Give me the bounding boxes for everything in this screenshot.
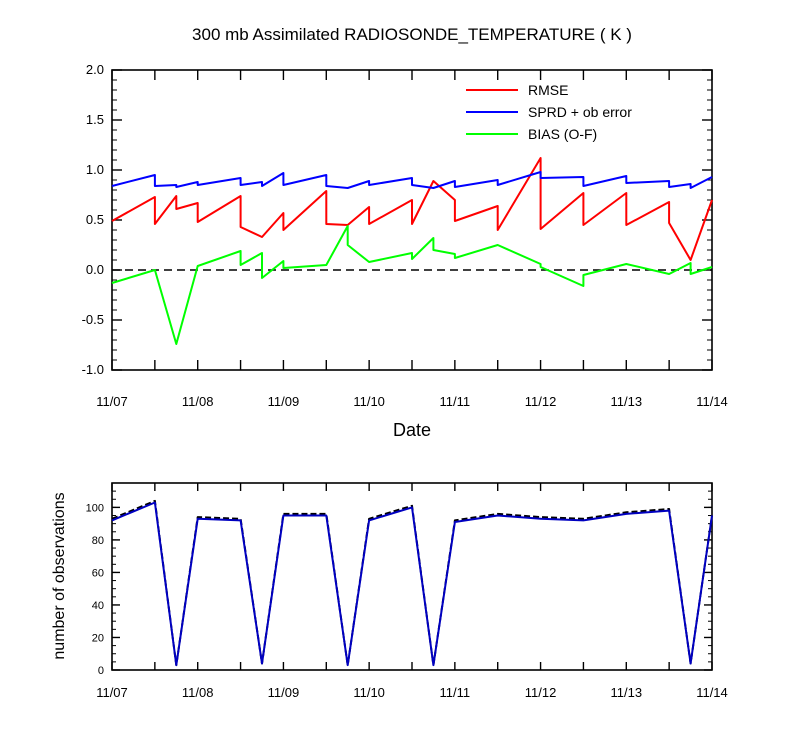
x-tick-label: 11/13 [610, 394, 642, 409]
legend-label: BIAS (O-F) [528, 126, 597, 142]
series-line-1 [111, 501, 713, 667]
x-tick-label: 11/11 [440, 394, 471, 409]
x-tick-label: 11/12 [525, 394, 557, 409]
x-tick-label: 11/07 [96, 685, 128, 700]
x-tick-label: 11/13 [610, 685, 642, 700]
y-axis-label-observations: number of observations [51, 492, 68, 659]
y-tick-label: -0.5 [82, 312, 104, 327]
x-tick-label: 11/12 [525, 685, 557, 700]
x-tick-label: 11/07 [96, 394, 128, 409]
legend-label: RMSE [528, 82, 568, 98]
x-axis-label: Date [393, 420, 431, 440]
series-line-0 [111, 157, 713, 261]
x-tick-label: 11/08 [182, 685, 214, 700]
y-tick-label: 0.5 [86, 212, 104, 227]
y-tick-label: -1.0 [82, 362, 104, 377]
x-tick-label: 11/14 [696, 685, 728, 700]
y-tick-label: 2.0 [86, 62, 104, 77]
legend-label: SPRD + ob error [528, 104, 632, 120]
x-tick-label: 11/08 [182, 394, 214, 409]
y-tick-label: 80 [92, 535, 104, 547]
bottom-panel: 11/07 11/08 11/09 11/10 11/11 11/12 11/13 11/14… [86, 482, 728, 700]
chart-title: 300 mb Assimilated RADIOSONDE_TEMPERATUR… [192, 25, 632, 44]
y-tick-label: 60 [92, 567, 104, 579]
x-tick-label: 11/09 [268, 685, 300, 700]
x-tick-label: 11/14 [696, 394, 728, 409]
x-tick-label: 11/11 [440, 685, 471, 700]
series-line-0 [111, 499, 713, 667]
series-line-1 [111, 171, 713, 189]
y-tick-label: 0.0 [86, 262, 104, 277]
y-tick-label: 100 [86, 502, 104, 514]
x-tick-label: 11/10 [353, 394, 385, 409]
y-tick-label: 0 [98, 665, 104, 677]
y-tick-label: 40 [92, 600, 104, 612]
y-tick-label: 1.0 [86, 162, 104, 177]
y-tick-label: 20 [92, 632, 104, 644]
x-tick-label: 11/09 [268, 394, 300, 409]
top-panel: 11/07 11/08 11/09 11/10 11/11 11/12 11/13 11/14… [82, 62, 728, 409]
x-tick-label: 11/10 [353, 685, 385, 700]
series-line-2 [111, 225, 713, 345]
y-tick-label: 1.5 [86, 112, 104, 127]
